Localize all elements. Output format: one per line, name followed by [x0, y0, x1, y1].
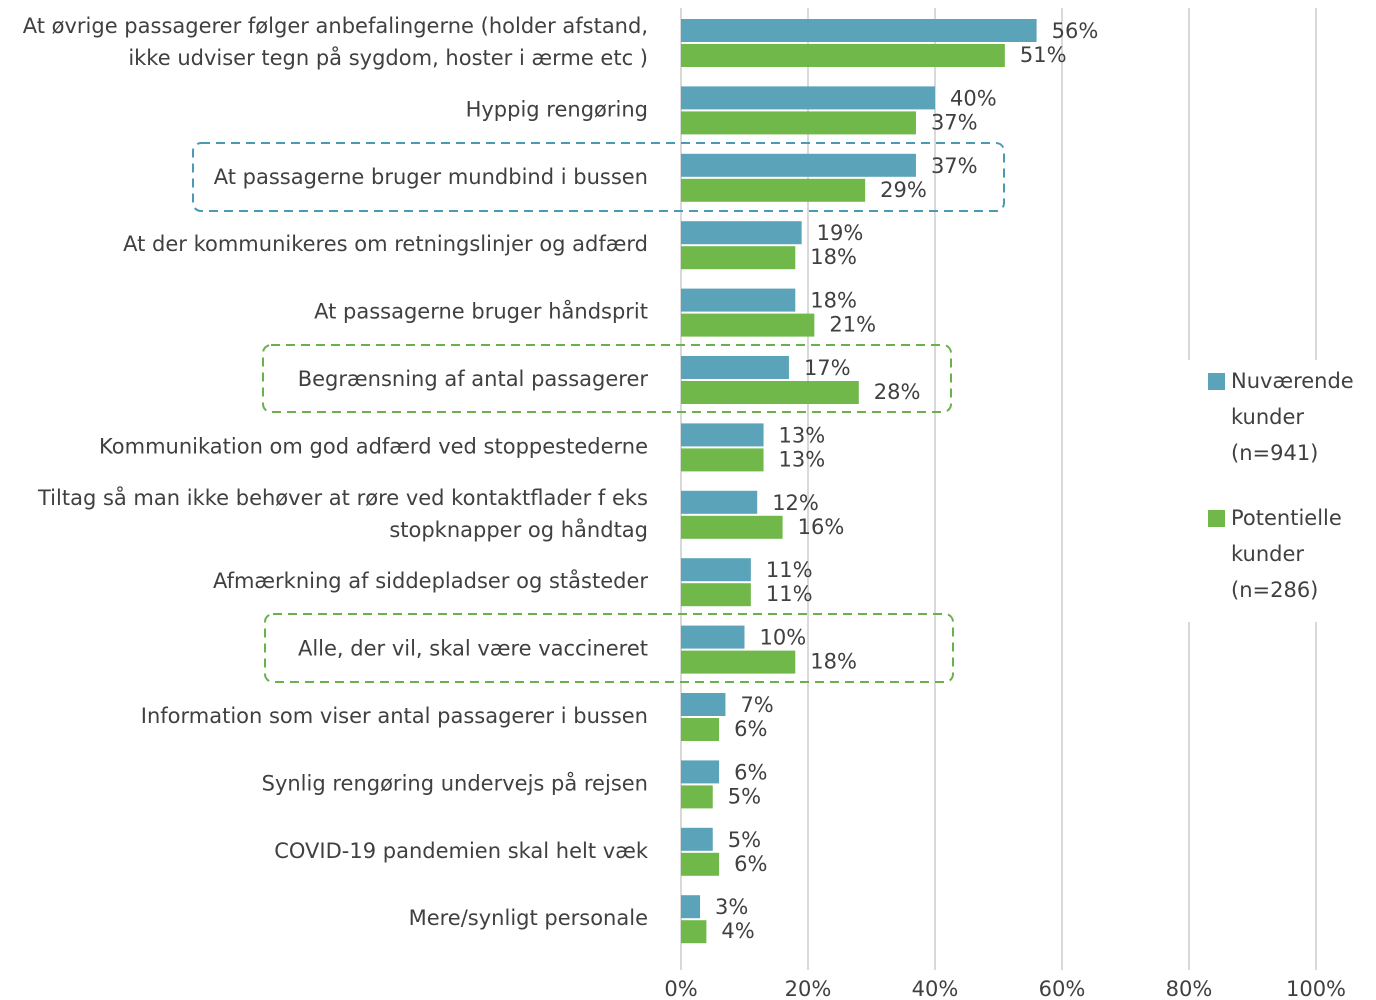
y-tick-label: Afmærkning af siddepladser og ståsteder — [213, 568, 648, 593]
x-tick-label: 40% — [912, 977, 959, 1000]
data-label: 11% — [766, 582, 813, 606]
data-label: 11% — [766, 558, 813, 582]
data-label: 56% — [1052, 19, 1099, 43]
bar — [681, 246, 796, 270]
data-label: 13% — [779, 447, 826, 471]
bar — [681, 625, 745, 649]
bar — [681, 558, 751, 582]
bar — [681, 313, 815, 337]
y-tick-label: At der kommunikeres om retningslinjer og… — [123, 232, 648, 256]
data-label: 4% — [721, 919, 754, 943]
data-label: 5% — [728, 784, 761, 808]
data-label: 10% — [760, 626, 807, 650]
y-tick-label: Kommunikation om god adfærd ved stoppest… — [99, 434, 648, 458]
legend-swatch — [1208, 510, 1225, 527]
bar — [681, 19, 1037, 42]
y-tick-label: At passagerne bruger mundbind i bussen — [214, 165, 648, 189]
x-tick-label: 100% — [1286, 977, 1346, 1000]
bar — [681, 760, 720, 784]
bar — [681, 356, 789, 379]
data-label: 37% — [931, 110, 978, 134]
data-label: 12% — [772, 491, 819, 515]
data-label: 13% — [779, 423, 826, 447]
data-label: 7% — [740, 693, 773, 717]
bar — [681, 288, 796, 312]
bar — [681, 178, 866, 202]
data-label: 17% — [804, 356, 851, 380]
data-label: 28% — [874, 380, 921, 404]
bar — [681, 895, 701, 919]
bar — [681, 650, 796, 674]
legend-label: Potentielle kunder (n=286) — [1231, 506, 1342, 602]
bar — [681, 86, 935, 110]
data-label: 19% — [817, 221, 864, 245]
bar — [681, 490, 758, 514]
legend-background — [1180, 360, 1376, 622]
data-label: 40% — [950, 86, 997, 110]
data-label: 18% — [810, 289, 857, 313]
bar — [681, 718, 720, 741]
plot — [680, 8, 1037, 970]
bar — [681, 515, 783, 539]
bar — [681, 44, 1005, 67]
bar — [681, 785, 713, 809]
bar — [681, 153, 916, 177]
legend-label: Nuværende kunder (n=941) — [1231, 369, 1354, 465]
data-label: 6% — [734, 760, 767, 784]
legend-swatch — [1208, 373, 1225, 390]
y-tick-label: Mere/synligt personale — [409, 906, 648, 930]
bar — [681, 423, 764, 447]
bar — [681, 221, 802, 245]
x-tick-label: 20% — [785, 977, 832, 1000]
y-tick-label: Tiltag så man ikke behøver at røre ved k… — [37, 485, 648, 542]
x-tick-label: 60% — [1039, 977, 1086, 1000]
y-tick-label: At passagerne bruger håndsprit — [314, 299, 648, 324]
data-label: 6% — [734, 852, 767, 876]
data-label: 18% — [810, 650, 857, 674]
bar — [681, 827, 713, 851]
bar — [681, 381, 859, 404]
highlight-box — [264, 613, 954, 683]
bar — [681, 920, 707, 944]
y-tick-label: Hyppig rengøring — [466, 97, 648, 121]
x-tick-label: 80% — [1166, 977, 1213, 1000]
y-tick-label: Alle, der vil, skal være vaccineret — [298, 637, 648, 661]
y-tick-label: Begrænsning af antal passagerer — [298, 367, 649, 391]
y-tick-label: Synlig rengøring undervejs på rejsen — [262, 770, 648, 795]
data-label: 16% — [798, 515, 845, 539]
highlight-box — [192, 142, 1005, 212]
x-tick-label: 0% — [664, 977, 697, 1000]
data-label: 21% — [829, 313, 876, 337]
data-label: 29% — [880, 178, 927, 202]
bar — [681, 111, 916, 135]
bar — [681, 448, 764, 472]
bar — [681, 852, 720, 876]
data-label: 5% — [728, 828, 761, 852]
bar — [681, 583, 751, 607]
data-label: 18% — [810, 245, 857, 269]
y-tick-label: Information som viser antal passagerer i… — [141, 704, 648, 728]
data-label: 6% — [734, 717, 767, 741]
bar — [681, 693, 726, 716]
y-tick-label: At øvrige passagerer følger anbefalinger… — [23, 14, 648, 70]
data-label: 37% — [931, 154, 978, 178]
highlight-box — [262, 344, 952, 413]
data-label: 51% — [1020, 43, 1067, 67]
data-label: 3% — [715, 895, 748, 919]
y-tick-label: COVID-19 pandemien skal helt væk — [274, 839, 649, 863]
